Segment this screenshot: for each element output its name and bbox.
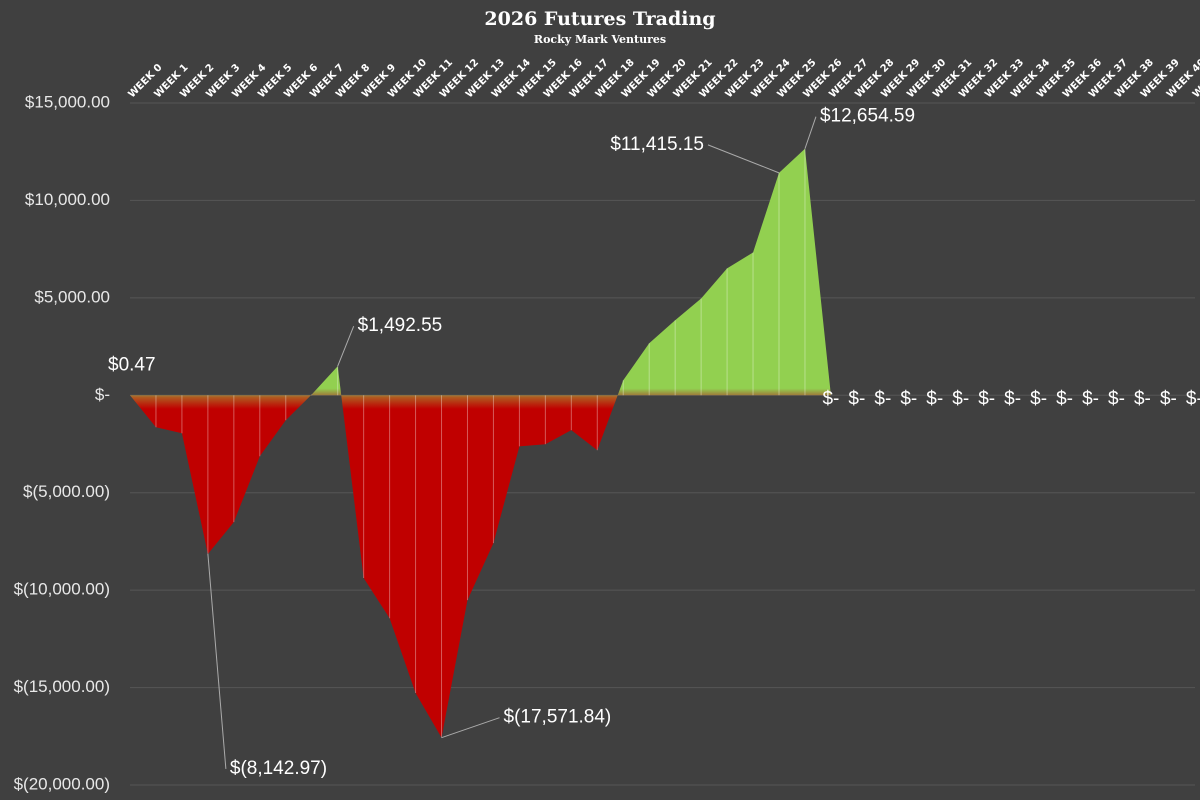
data-label: $- bbox=[900, 388, 917, 409]
leader-line bbox=[207, 553, 227, 769]
data-label: $- bbox=[1160, 388, 1177, 409]
data-label: $1,492.55 bbox=[358, 315, 443, 336]
y-tick-label: $(15,000.00) bbox=[14, 677, 110, 696]
data-label: $11,415.15 bbox=[610, 134, 704, 155]
data-label: $12,654.59 bbox=[820, 106, 915, 127]
data-label: $- bbox=[952, 388, 969, 409]
data-label: $(8,142.97) bbox=[230, 758, 327, 779]
leader-line bbox=[804, 116, 817, 149]
data-label: $- bbox=[1056, 388, 1073, 409]
data-label: $- bbox=[822, 388, 839, 409]
data-label: $- bbox=[1082, 388, 1099, 409]
data-label: $- bbox=[926, 388, 943, 409]
y-tick-label: $(20,000.00) bbox=[14, 774, 110, 793]
area bbox=[130, 148, 1195, 738]
data-label: $0.47 bbox=[108, 354, 156, 375]
data-label: $- bbox=[1004, 388, 1021, 409]
data-label: $(17,571.84) bbox=[504, 707, 612, 728]
y-tick-label: $10,000.00 bbox=[25, 190, 110, 209]
data-label: $- bbox=[1186, 388, 1200, 409]
leader-line bbox=[337, 326, 355, 367]
leader-line bbox=[441, 717, 500, 739]
data-label: $- bbox=[1108, 388, 1125, 409]
y-tick-label: $(5,000.00) bbox=[23, 482, 110, 501]
chart-subtitle: Rocky Mark Ventures bbox=[534, 33, 666, 46]
y-tick-label: $5,000.00 bbox=[34, 287, 110, 306]
chart-title: 2026 Futures Trading bbox=[484, 8, 715, 30]
data-label: $- bbox=[1030, 388, 1047, 409]
y-tick-label: $15,000.00 bbox=[25, 92, 110, 111]
leader-line bbox=[707, 144, 780, 174]
y-tick-label: $- bbox=[95, 385, 110, 404]
data-label: $- bbox=[1134, 388, 1151, 409]
data-label: $- bbox=[978, 388, 995, 409]
y-tick-label: $(10,000.00) bbox=[14, 580, 110, 599]
data-label: $- bbox=[848, 388, 865, 409]
data-label: $- bbox=[874, 388, 891, 409]
